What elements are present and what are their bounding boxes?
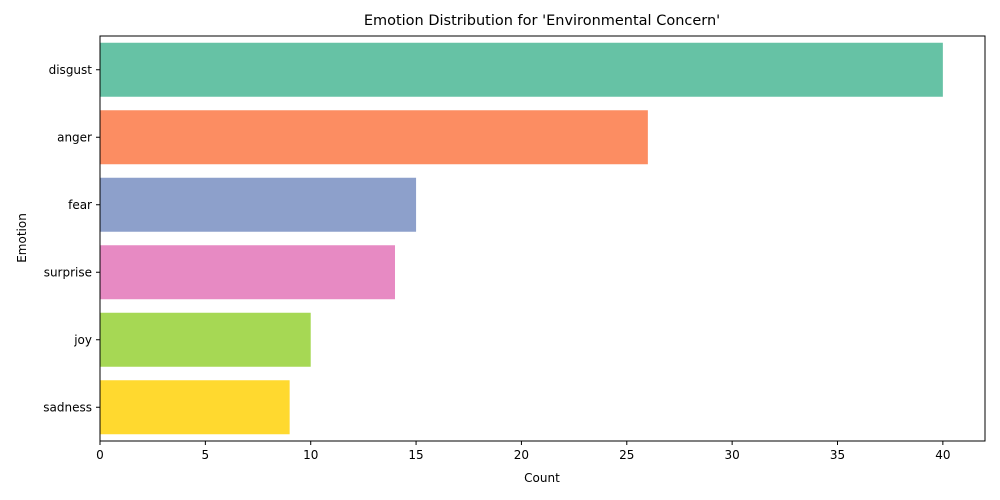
x-axis-ticks: 0 5 10 15 20 25 30 35 40 [96, 441, 950, 462]
x-tick-label: 0 [96, 448, 104, 462]
y-tick-label: surprise [44, 265, 92, 279]
x-tick-label: 30 [725, 448, 740, 462]
y-tick-label: fear [68, 198, 92, 212]
x-tick-label: 5 [202, 448, 210, 462]
plot-frame [99, 35, 986, 442]
y-axis-title: Emotion [15, 213, 29, 263]
bars-group [100, 42, 943, 435]
x-axis-title: Count [524, 471, 560, 485]
y-axis-ticks: disgust anger fear surprise joy sadness [43, 63, 100, 414]
x-tick-label: 10 [303, 448, 318, 462]
y-tick-label: joy [73, 333, 92, 347]
bar-anger [100, 110, 648, 165]
bar-joy [100, 312, 311, 367]
y-tick-label: disgust [49, 63, 93, 77]
bar-fear [100, 177, 417, 232]
chart-title: Emotion Distribution for 'Environmental … [364, 13, 720, 29]
y-tick-label: anger [57, 130, 92, 144]
bar-surprise [100, 245, 395, 300]
x-tick-label: 40 [935, 448, 950, 462]
bar-sadness [100, 380, 290, 435]
x-tick-label: 15 [408, 448, 423, 462]
x-tick-label: 25 [619, 448, 634, 462]
bar-disgust [100, 42, 943, 97]
x-tick-label: 35 [830, 448, 845, 462]
y-tick-label: sadness [43, 400, 92, 414]
x-tick-label: 20 [514, 448, 529, 462]
